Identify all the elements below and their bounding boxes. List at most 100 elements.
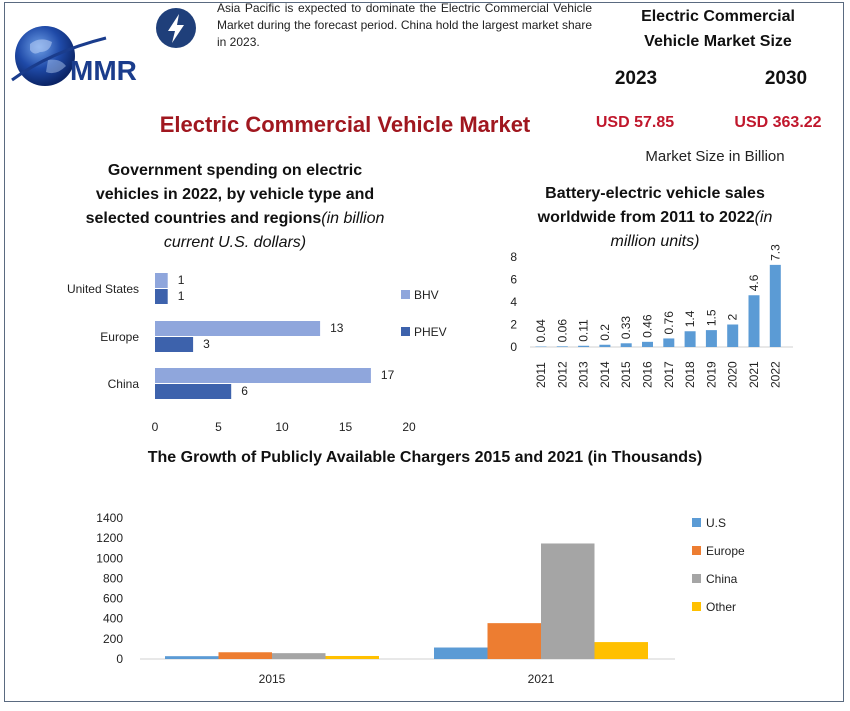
chart1-bar-phev	[155, 289, 168, 304]
chart2-data-label: 0.04	[534, 319, 548, 343]
market-size-title: Electric Commercial Vehicle Market Size	[628, 4, 808, 54]
chart2-data-label: 0.33	[619, 316, 633, 340]
chart2-bar	[748, 295, 760, 347]
chart2-x-tick-label: 2011	[534, 362, 548, 388]
chart3-title: The Growth of Publicly Available Charger…	[147, 449, 703, 466]
chart2-title-line2-wrap: worldwide from 2011 to 2022(in	[505, 206, 805, 230]
chart2-x-tick-label: 2013	[577, 361, 591, 388]
chart3-x-tick-label: 2021	[528, 672, 555, 686]
chart2-y-tick-label: 4	[510, 295, 517, 309]
value-2023: USD 57.85	[595, 114, 675, 131]
chart3-bar-china	[272, 653, 326, 659]
chart2-bar	[642, 341, 653, 347]
chart3-bar-europe	[487, 623, 541, 659]
chart3-y-tick-label: 1400	[96, 511, 123, 525]
chart1-data-label: 6	[241, 384, 248, 398]
chart1-legend-label: PHEV	[414, 325, 447, 339]
chart2-bar	[769, 264, 781, 347]
chart2-x-tick-label: 2022	[768, 361, 782, 388]
chart1-x-tick-label: 20	[402, 420, 416, 434]
chart1-x-tick-label: 15	[339, 420, 353, 434]
chart2-x-tick-label: 2021	[747, 361, 761, 388]
chart2-bar	[556, 346, 568, 347]
market-size-title-line1: Electric Commercial	[641, 8, 795, 25]
chart3-y-tick-label: 600	[103, 592, 123, 606]
chart2-x-tick-label: 2019	[704, 361, 718, 388]
chart1-title-line3: selected countries and regions	[85, 210, 322, 227]
chart1-category-label: China	[108, 377, 140, 391]
chart2-bar	[620, 343, 632, 347]
chart2-y-tick-label: 0	[510, 340, 517, 354]
chart1-title-line2: vehicles in 2022, by vehicle type and	[95, 186, 375, 203]
chart2-title-italic-inline: (in	[754, 209, 773, 226]
chart2-bar	[578, 345, 590, 347]
market-size-title-line2: Vehicle Market Size	[644, 33, 792, 50]
chart3-legend-label: U.S	[706, 516, 726, 530]
chart2-data-label: 0.76	[662, 311, 676, 335]
chart1-x-tick-label: 10	[275, 420, 289, 434]
chart2-data-label: 0.2	[598, 324, 612, 341]
chart2-data-label: 1.4	[683, 310, 697, 327]
chart1-title-line4-wrap: current U.S. dollars)	[30, 231, 440, 255]
chart2-data-label: 0.06	[555, 319, 569, 343]
year-2023: 2023	[614, 68, 658, 89]
chart1-bar-bhv	[155, 273, 168, 288]
chart2-x-tick-label: 2012	[555, 361, 569, 388]
chart2-y-tick-label: 6	[510, 273, 517, 287]
chart2-x-tick-label: 2018	[683, 361, 697, 388]
chart1-bar-bhv	[155, 368, 371, 383]
chart3-y-tick-label: 400	[103, 612, 123, 626]
chart2-title: Battery-electric vehicle sales worldwide…	[505, 182, 805, 254]
chart3-y-tick-label: 0	[116, 652, 123, 666]
chart1-data-label: 17	[381, 368, 395, 382]
chart3-legend-label: Europe	[706, 544, 745, 558]
chart2-x-tick-label: 2017	[662, 361, 676, 388]
chart2-y-tick-label: 2	[510, 318, 517, 332]
chart1-data-label: 1	[178, 289, 185, 303]
chart3-legend-swatch	[692, 546, 701, 555]
chart2-y-tick-label: 8	[510, 250, 517, 264]
chart2-title-line2: worldwide from 2011 to 2022	[537, 209, 755, 226]
chart3-bar-us	[434, 647, 488, 659]
chart2-data-label: 0.11	[577, 319, 591, 342]
market-size-unit-note: Market Size in Billion	[645, 148, 785, 165]
chart3-bar-other	[594, 642, 648, 659]
chart1-title-italic-line: current U.S. dollars)	[163, 234, 307, 251]
chart2-data-label: 1.5	[704, 309, 718, 326]
chart3-bar-europe	[218, 652, 272, 659]
page-frame	[4, 2, 844, 702]
year-2030: 2030	[764, 68, 808, 89]
chart1-bar-phev	[155, 337, 194, 352]
chart3-bar-other	[325, 655, 379, 659]
chart3-y-tick-label: 800	[103, 571, 123, 585]
chart2-data-label: 7.3	[768, 244, 782, 261]
intro-text: Asia Pacific is expected to dominate the…	[217, 1, 592, 49]
main-title: Electric Commercial Vehicle Market	[159, 112, 531, 137]
chart2-x-tick-label: 2016	[641, 361, 655, 388]
chart2-title-line1: Battery-electric vehicle sales	[545, 185, 765, 202]
mmr-logo: MMR	[11, 26, 137, 86]
chart2-data-label: 2	[726, 314, 740, 321]
chart1-title-line3-wrap: selected countries and regions(in billio…	[30, 207, 440, 231]
chart2-x-tick-label: 2014	[598, 361, 612, 388]
chart2-bar	[705, 330, 717, 347]
chart2-title-italic-line: million units)	[610, 233, 700, 250]
chart1-x-tick-label: 0	[152, 420, 159, 434]
chart1-title-line1: Government spending on electric	[107, 162, 363, 179]
chart1-bar-phev	[155, 384, 232, 399]
chart3-legend-label: China	[706, 572, 738, 586]
chart3-legend-swatch	[692, 574, 701, 583]
chart2-x-tick-label: 2020	[726, 361, 740, 388]
chart3-y-tick-label: 1000	[96, 551, 123, 565]
globe-icon	[15, 26, 75, 86]
chart1-title: Government spending on electric vehicles…	[30, 159, 440, 255]
chart1-category-label: United States	[67, 282, 139, 296]
chart2-bar	[684, 331, 696, 347]
chart1-legend-label: BHV	[414, 288, 439, 302]
chart3-legend-swatch	[692, 602, 701, 611]
chart3-bar-china	[541, 543, 595, 659]
chart2-data-label: 4.6	[747, 274, 761, 291]
chart1-data-label: 13	[330, 321, 344, 335]
chart2-data-label: 0.46	[641, 314, 655, 338]
